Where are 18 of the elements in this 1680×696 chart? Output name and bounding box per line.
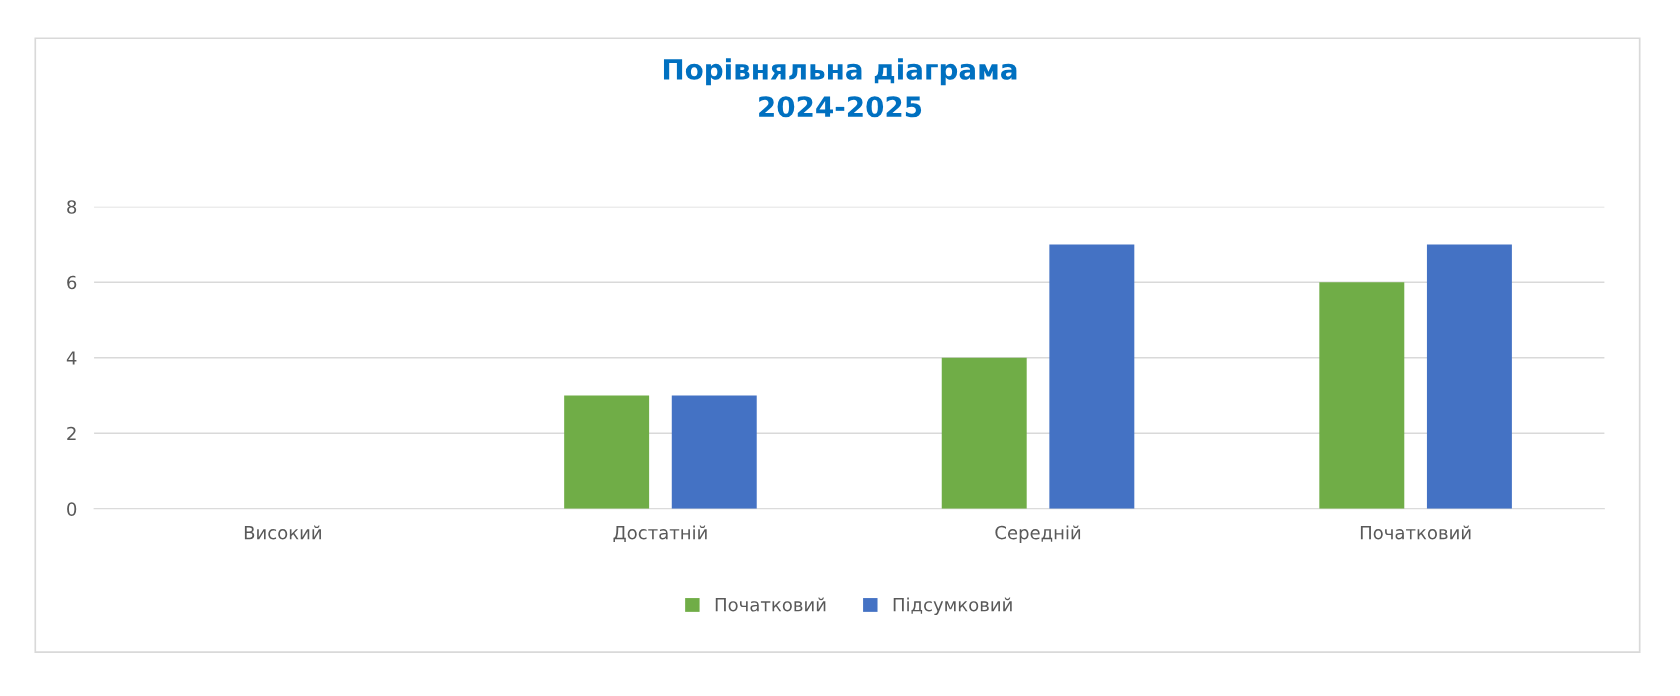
x-tick-label: Високий — [244, 525, 321, 540]
bar — [1319, 282, 1405, 509]
bar — [564, 395, 650, 509]
y-tick-label: 4 — [66, 351, 77, 365]
bar — [941, 357, 1027, 509]
x-tick-label: Початковий — [1360, 525, 1471, 540]
bar — [1426, 244, 1512, 509]
y-tick-label: 2 — [67, 426, 76, 441]
bar — [671, 395, 757, 509]
x-tick-label: Достатній — [613, 525, 707, 542]
legend-label: Підсумковий — [893, 597, 1012, 615]
bar — [1049, 244, 1135, 509]
x-tick-label: Середній — [995, 525, 1081, 543]
y-tick-label: 8 — [67, 200, 77, 214]
y-tick-label: 0 — [67, 502, 77, 516]
chart-title: Порівняльна діаграма 2024-2025 — [663, 58, 1017, 118]
y-tick-label: 6 — [67, 275, 77, 290]
legend-label: Початковий — [715, 597, 826, 612]
